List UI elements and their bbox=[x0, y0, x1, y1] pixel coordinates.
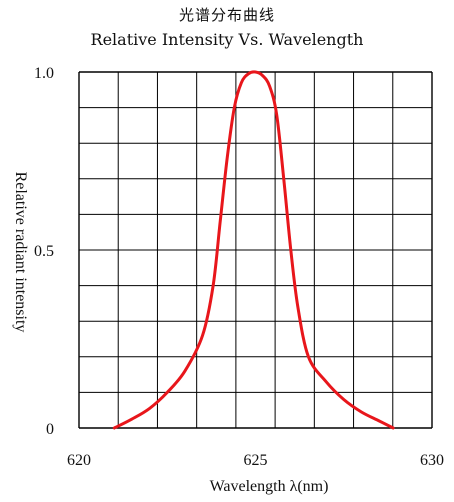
chart-subtitle: Relative Intensity Vs. Wavelength bbox=[90, 30, 364, 49]
x-axis-label: Wavelength λ(nm) bbox=[210, 478, 329, 495]
grid bbox=[78, 71, 433, 429]
x-tick-label: 625 bbox=[244, 452, 268, 469]
series-layer bbox=[112, 70, 395, 430]
x-tick-label: 620 bbox=[67, 452, 91, 469]
y-tick-label: 0.5 bbox=[34, 243, 54, 260]
y-tick-label: 1.0 bbox=[34, 65, 54, 82]
y-axis-label: Relative radiant intensity bbox=[12, 172, 29, 333]
chart-title: 光谱分布曲线 bbox=[178, 6, 275, 24]
series-line-0 bbox=[112, 70, 395, 430]
y-tick-labels: 0 0.5 1.0 bbox=[34, 65, 54, 438]
x-tick-labels: 620 625 630 bbox=[67, 452, 444, 469]
y-tick-label: 0 bbox=[46, 421, 54, 438]
x-tick-label: 630 bbox=[420, 452, 444, 469]
